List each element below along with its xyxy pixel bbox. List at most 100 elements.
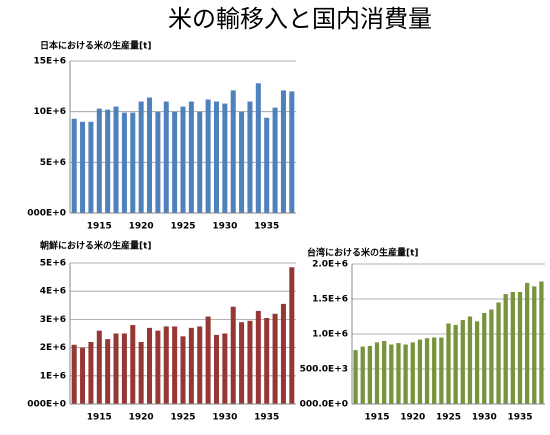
- x-tick-label: 1930: [212, 222, 237, 232]
- bar: [180, 336, 186, 404]
- bar: [138, 341, 144, 404]
- bar: [230, 306, 236, 404]
- bar: [482, 313, 487, 404]
- bar: [489, 309, 494, 404]
- bar: [71, 118, 77, 213]
- bar: [396, 343, 401, 404]
- bar: [467, 316, 473, 404]
- bar: [517, 292, 523, 404]
- x-tick-label: 1920: [129, 413, 154, 423]
- bar: [71, 344, 77, 404]
- y-tick-label: 1.5E+6: [312, 295, 348, 305]
- y-tick-label: 2.0E+6: [312, 260, 348, 270]
- x-tick-label: 1935: [254, 413, 279, 423]
- bar: [205, 316, 211, 404]
- bar: [213, 101, 219, 213]
- bar: [510, 292, 515, 404]
- bar: [105, 109, 111, 213]
- x-tick-label: 1935: [254, 222, 279, 232]
- bar: [130, 112, 136, 213]
- x-tick-label: 1925: [170, 222, 195, 232]
- bar: [172, 326, 178, 404]
- bar: [197, 111, 203, 213]
- bar: [222, 333, 228, 404]
- page-title: 米の輸移入と国内消費量: [168, 5, 432, 33]
- bar: [188, 327, 194, 404]
- y-tick-label: 1.0E+6: [312, 330, 348, 340]
- y-tick-label: 5E+6: [40, 259, 66, 269]
- bar: [222, 103, 228, 213]
- bar: [239, 322, 245, 404]
- bar: [289, 91, 295, 213]
- bar: [424, 338, 430, 404]
- bar: [389, 344, 394, 404]
- bar: [264, 117, 270, 213]
- bar: [367, 345, 373, 404]
- bar: [239, 111, 245, 213]
- y-tick-label: 3E+6: [40, 315, 66, 325]
- bar: [410, 342, 415, 404]
- bar: [113, 333, 119, 404]
- y-tick-label: 2E+6: [40, 343, 66, 353]
- x-tick-label: 1925: [170, 413, 195, 423]
- bar: [503, 294, 508, 404]
- bar: [247, 101, 253, 213]
- bar: [172, 111, 178, 213]
- bar: [80, 347, 86, 404]
- bar: [197, 326, 203, 404]
- x-tick-label: 1935: [507, 413, 532, 423]
- bar: [272, 313, 278, 404]
- x-tick-label: 1920: [129, 222, 154, 232]
- bar: [289, 267, 295, 404]
- x-tick-label: 1925: [436, 413, 461, 423]
- bar: [280, 303, 286, 404]
- bar: [121, 333, 127, 404]
- x-tick-label: 1930: [472, 413, 497, 423]
- bar: [113, 106, 119, 213]
- bar: [180, 106, 186, 213]
- y-tick-label: 000E+0: [27, 209, 66, 219]
- bar: [360, 346, 365, 404]
- bar: [96, 108, 102, 213]
- bar: [155, 330, 161, 404]
- bar: [130, 325, 136, 404]
- bar: [353, 350, 358, 404]
- x-tick-label: 1915: [364, 413, 389, 423]
- bar: [147, 327, 153, 404]
- bar: [121, 112, 127, 213]
- x-tick-label: 1915: [87, 222, 112, 232]
- bar: [524, 282, 530, 404]
- bar: [247, 320, 253, 404]
- bar: [496, 302, 501, 404]
- bar: [453, 324, 458, 404]
- bar: [272, 107, 278, 213]
- bar: [382, 341, 387, 404]
- bar: [163, 101, 169, 213]
- bar: [205, 99, 211, 213]
- bar: [96, 330, 102, 404]
- y-tick-label: 000E+0: [27, 400, 66, 410]
- bar: [155, 111, 161, 213]
- bar: [474, 321, 480, 404]
- bar: [163, 326, 169, 404]
- bar: [213, 334, 219, 404]
- x-tick-label: 1930: [212, 413, 237, 423]
- bar: [280, 90, 286, 213]
- x-tick-label: 1915: [87, 413, 112, 423]
- bar: [80, 121, 86, 213]
- bar: [88, 341, 94, 404]
- bar: [532, 286, 537, 404]
- x-tick-label: 1920: [400, 413, 425, 423]
- bar: [439, 337, 444, 404]
- bar: [374, 342, 380, 404]
- y-tick-label: 500.0E+3: [300, 365, 348, 375]
- bar: [255, 83, 261, 213]
- y-tick-label: 1E+6: [40, 371, 66, 381]
- y-tick-label: 10E+6: [34, 107, 66, 117]
- bar: [230, 90, 236, 213]
- chart-title: 台湾における米の生産量[t]: [307, 247, 419, 259]
- y-tick-label: 5E+6: [40, 158, 66, 168]
- bar: [446, 323, 451, 404]
